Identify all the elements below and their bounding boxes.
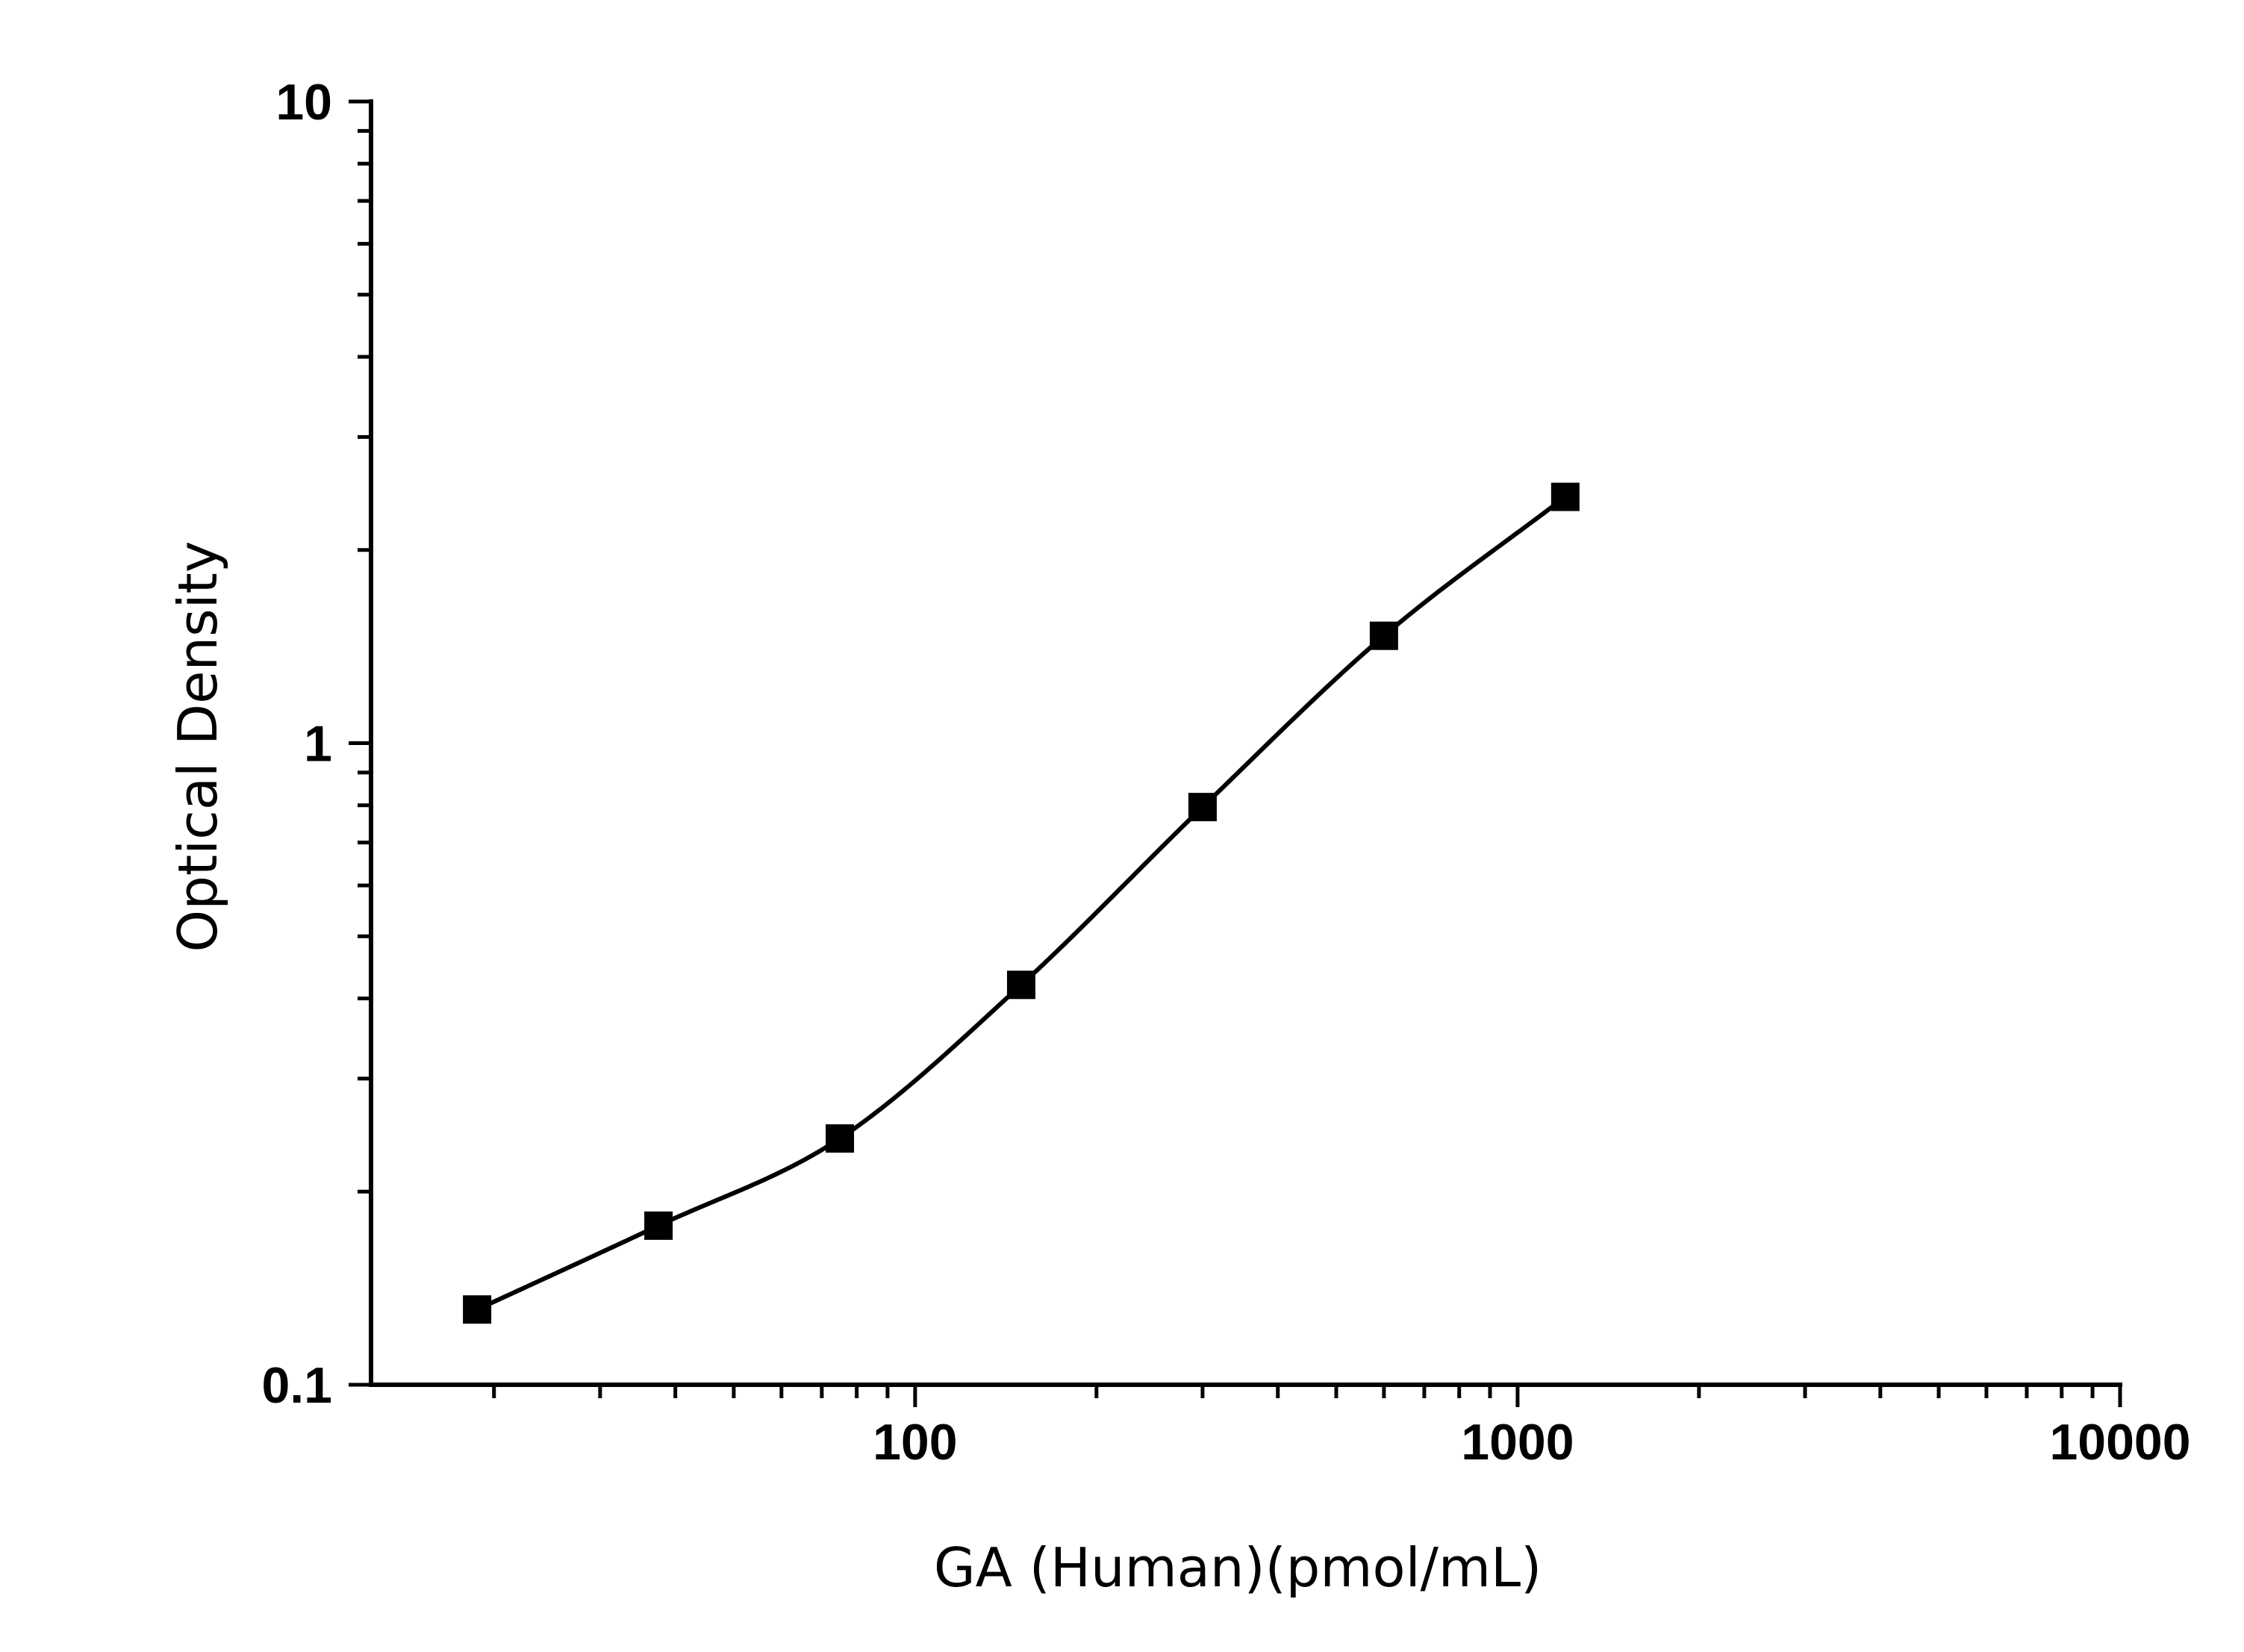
data-point bbox=[1006, 970, 1035, 1000]
x-tick-label: 10000 bbox=[2049, 1414, 2190, 1471]
fit-curve bbox=[476, 495, 1567, 1312]
data-point bbox=[826, 1124, 855, 1153]
y-tick-labels: 0.1 1 10 bbox=[261, 74, 332, 1414]
data-point bbox=[644, 1211, 673, 1240]
data-point bbox=[463, 1295, 492, 1324]
y-tick-label: 10 bbox=[275, 74, 332, 131]
x-tick-labels: 100 1000 10000 bbox=[873, 1414, 2190, 1471]
x-axis-title: GA (Human)(pmol/mL) bbox=[934, 1536, 1542, 1599]
axes-layer bbox=[349, 99, 2122, 1407]
y-tick-label: 1 bbox=[304, 716, 332, 773]
fit-curve-layer bbox=[476, 495, 1567, 1312]
data-point bbox=[1550, 482, 1580, 511]
x-tick-label: 1000 bbox=[1461, 1414, 1574, 1471]
x-tick-label: 100 bbox=[873, 1414, 957, 1471]
data-points-layer bbox=[463, 482, 1580, 1324]
y-tick-label: 0.1 bbox=[261, 1357, 332, 1414]
data-point bbox=[1188, 793, 1217, 822]
y-axis-title: Optical Density bbox=[166, 541, 229, 953]
data-point bbox=[1369, 621, 1398, 650]
